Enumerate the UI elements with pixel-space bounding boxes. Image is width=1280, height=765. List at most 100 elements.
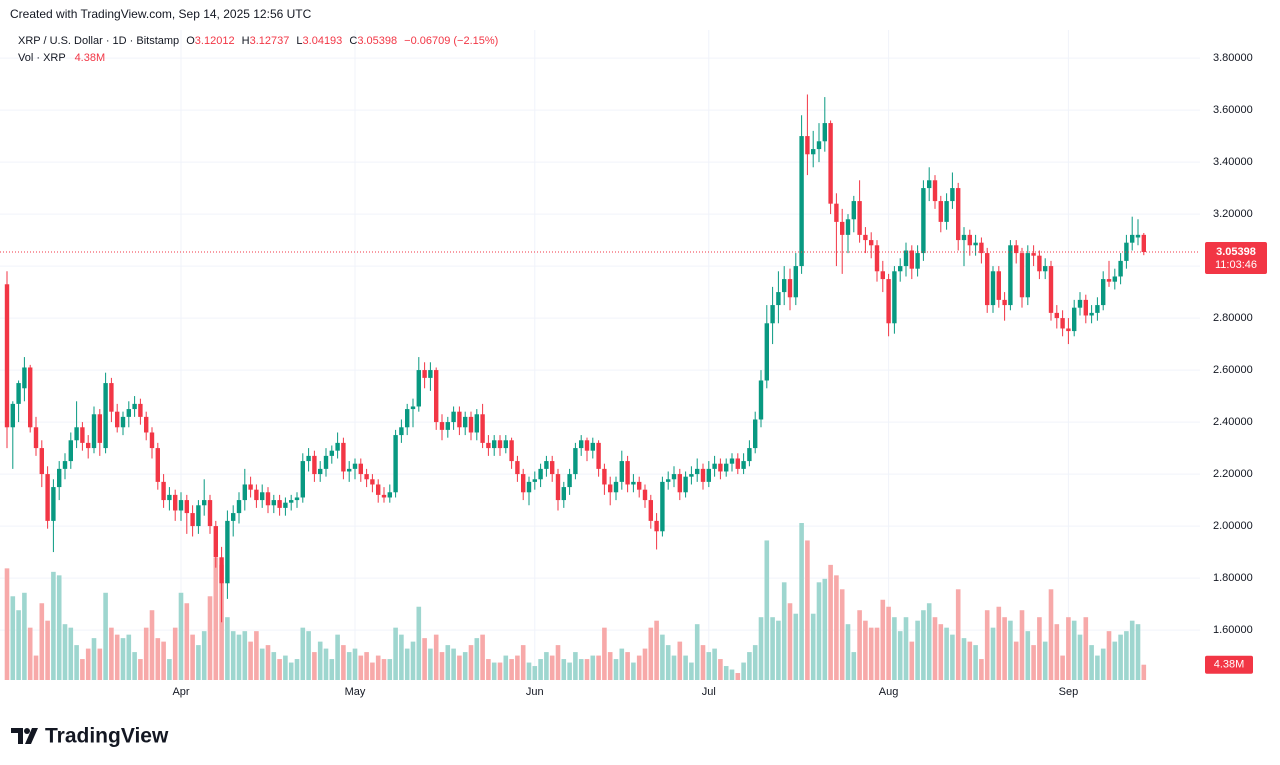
y-tick-label: 3.40000 (1213, 156, 1253, 168)
high-value: 3.12737 (250, 35, 290, 47)
candle-body (1083, 299, 1088, 316)
logo: TradingView (11, 725, 169, 748)
volume-bar (735, 673, 741, 680)
volume-bar (323, 648, 329, 680)
candle-body (892, 271, 897, 324)
candle-body (271, 500, 276, 506)
volume-bar (625, 652, 630, 680)
volume-bar (926, 603, 932, 680)
volume-bar (1031, 645, 1036, 680)
candle-body (526, 481, 532, 493)
candle-body (103, 383, 108, 449)
volume-bar (358, 655, 364, 680)
candle-body (921, 188, 926, 254)
open-value: 3.12012 (195, 35, 235, 47)
logo-dot (24, 728, 30, 734)
volume-bar (184, 603, 190, 680)
y-tick-label: 1.60000 (1213, 624, 1253, 636)
price-label-box (1205, 242, 1267, 275)
volume-bar (729, 669, 735, 680)
volume-bar (236, 634, 242, 680)
candle-body (445, 422, 450, 430)
volume-bar (416, 606, 422, 680)
volume-bar (897, 631, 903, 680)
candle-body (74, 427, 79, 441)
volume-bar (520, 645, 526, 680)
volume-bar (619, 648, 625, 680)
candle-body (990, 271, 996, 306)
candle-body (1130, 234, 1135, 243)
candle-body (625, 461, 630, 485)
candle-body (1118, 260, 1123, 277)
candle-body (509, 440, 514, 462)
candle-body (590, 442, 595, 451)
volume-bar (143, 627, 149, 680)
volume-bar (868, 627, 874, 680)
volume-bar (718, 659, 723, 680)
volume-bar (747, 652, 752, 680)
volume-bar (312, 652, 317, 680)
candle-body (1043, 266, 1048, 272)
candle-body (938, 201, 943, 222)
volume-bar (317, 641, 323, 680)
candle-body (439, 422, 445, 430)
volume-bar (491, 662, 497, 680)
volume-bar (341, 645, 346, 680)
candle-body (370, 479, 375, 485)
y-tick-label: 2.20000 (1213, 468, 1253, 480)
volume-bar (1124, 631, 1129, 680)
volume-bar (109, 627, 114, 680)
candle-body (86, 442, 91, 449)
volume-bar (810, 613, 816, 680)
volume-bar (799, 523, 804, 680)
volume-bar (764, 540, 770, 680)
candle-body (961, 234, 967, 241)
candle-body (416, 370, 421, 407)
candle-body (1014, 245, 1019, 254)
change: −0.06709 (−2.15%) (404, 35, 498, 47)
candle-body (1077, 299, 1083, 308)
volume-bar (1118, 634, 1123, 680)
volume-bar (1106, 631, 1112, 680)
volume-bar (665, 645, 671, 680)
volume-bar (126, 634, 132, 680)
candle-body (1141, 234, 1146, 253)
volume-bar (248, 641, 253, 680)
volume-bar (387, 659, 393, 680)
volume-bar (1042, 641, 1048, 680)
volume-bar (990, 627, 996, 680)
candle-body (869, 240, 874, 246)
logo-mark (11, 728, 23, 744)
volume-bar (979, 659, 984, 680)
volume-bar (1100, 648, 1106, 680)
legend-line: XRP / U.S. Dollar · 1D · Bitstamp O3.120… (18, 35, 498, 47)
candle-body (700, 468, 706, 482)
volume-bar (51, 571, 56, 680)
volume-bar (91, 638, 97, 680)
candle-body (654, 520, 659, 532)
candle-body (33, 427, 39, 449)
candle-body (956, 188, 961, 241)
candle-body (996, 271, 1001, 300)
candle-body (120, 416, 126, 428)
candle-body (399, 427, 404, 436)
candle-body (410, 406, 416, 410)
candle-body (126, 409, 131, 417)
volume-layer (4, 523, 1147, 680)
candle-body (144, 416, 149, 433)
candle-body (944, 201, 949, 222)
candle-body (880, 271, 885, 280)
volume-bar (1008, 620, 1013, 680)
volume-bar (172, 627, 178, 680)
candle-body (39, 448, 44, 475)
candle-body (1048, 266, 1054, 313)
volume-bar (596, 655, 601, 680)
volume-bar (1048, 589, 1054, 680)
volume-bar (1112, 641, 1118, 680)
candle-body (561, 487, 566, 501)
candle-body (1054, 312, 1059, 319)
candle-body (1101, 279, 1106, 306)
volume-bar (677, 641, 683, 680)
volume-bar (242, 631, 248, 680)
volume-bar (874, 627, 880, 680)
